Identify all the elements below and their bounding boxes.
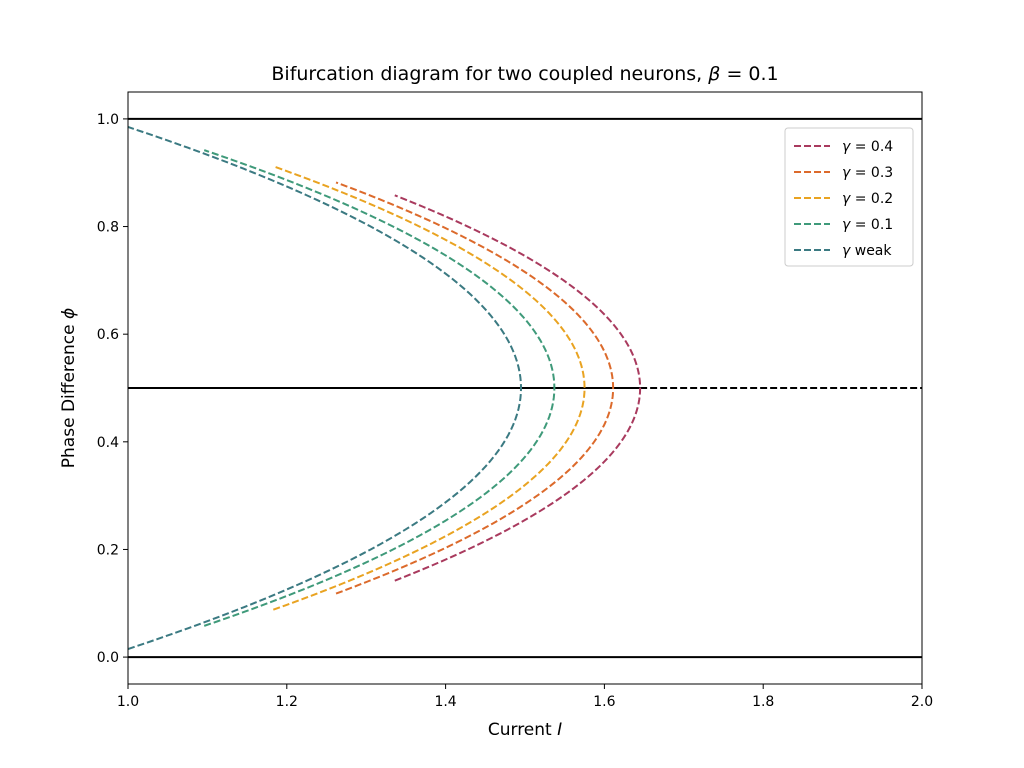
x-tick-label: 1.2 bbox=[276, 694, 298, 710]
x-tick-label: 1.4 bbox=[434, 694, 456, 710]
x-tick-label: 1.8 bbox=[752, 694, 774, 710]
y-tick-label: 0.8 bbox=[97, 220, 119, 236]
series-line-1 bbox=[335, 181, 615, 595]
y-tick-label: 0.0 bbox=[97, 650, 119, 666]
legend-frame bbox=[784, 127, 914, 267]
x-tick-label: 1.6 bbox=[593, 694, 615, 710]
legend: γ = 0.4 γ = 0.3 γ = 0.2 γ = 0.1 γ weak bbox=[784, 127, 914, 267]
series-line-3 bbox=[203, 149, 556, 627]
series-line-4 bbox=[127, 126, 523, 650]
x-tick-label: 1.0 bbox=[117, 694, 139, 710]
y-axis-label: Phase Difference ϕ bbox=[59, 308, 79, 468]
plot-frame bbox=[127, 91, 923, 685]
legend-label: γ = 0.1 bbox=[842, 217, 893, 233]
legend-label: γ weak bbox=[842, 243, 892, 259]
series-line-2 bbox=[272, 165, 586, 611]
legend-label: γ = 0.4 bbox=[842, 139, 893, 155]
x-axis-label: Current I bbox=[488, 720, 562, 740]
legend-label: γ = 0.2 bbox=[842, 191, 893, 207]
legend-label: γ = 0.3 bbox=[842, 165, 893, 181]
x-tick-label: 2.0 bbox=[911, 694, 933, 710]
series-line-0 bbox=[394, 194, 642, 582]
y-tick-label: 1.0 bbox=[97, 112, 119, 128]
axis-ticks: 1.0 1.2 1.4 1.6 1.8 2.0 0.0 0.2 0.4 0.6 0.8 1.0 bbox=[97, 112, 933, 710]
y-tick-label: 0.4 bbox=[97, 435, 119, 451]
y-tick-label: 0.6 bbox=[97, 327, 119, 343]
chart-title: Bifurcation diagram for two coupled neur… bbox=[271, 63, 778, 85]
y-tick-label: 0.2 bbox=[97, 542, 119, 558]
plot-lines bbox=[127, 117, 922, 659]
